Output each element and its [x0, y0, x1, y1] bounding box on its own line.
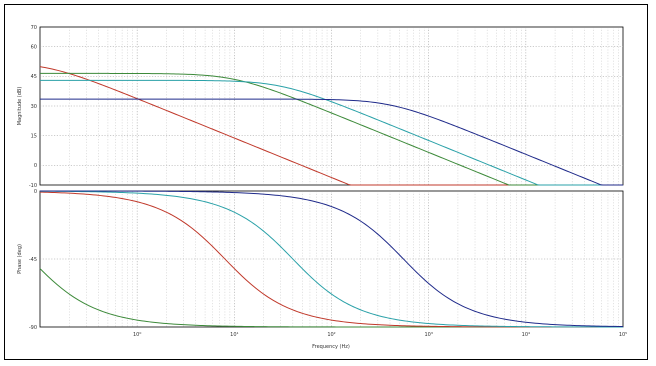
x-tick-label: 10¹: [230, 332, 238, 338]
y-tick-label: 15: [31, 133, 37, 139]
series-line: [40, 79, 623, 186]
y-tick-label: 0: [34, 163, 37, 169]
x-axis-label: Frequency (Hz): [312, 344, 350, 350]
magnitude-y-axis-label: Magnitude (dB): [17, 87, 23, 126]
x-tick-label: 10²: [327, 332, 335, 338]
y-tick-label: 45: [31, 74, 37, 80]
y-tick-label: 70: [31, 25, 37, 31]
x-tick-label: 10³: [424, 332, 432, 338]
y-tick-label: 0: [34, 189, 37, 195]
series-line: [40, 190, 624, 328]
x-tick-label: 10⁴: [522, 332, 530, 338]
phase-panel: -90 -45 0 10⁰ 10¹ 10² 10³ 10⁴ 10⁵ Phase (deg) F…: [17, 189, 627, 350]
y-tick-label: -90: [29, 325, 37, 331]
x-tick-label: 10⁰: [133, 332, 141, 338]
series-line: [39, 190, 624, 328]
phase-y-axis-label: Phase (deg): [17, 244, 23, 274]
series-line: [40, 98, 623, 186]
magnitude-y-ticks: -10 0 15 30 45 60 70: [29, 25, 37, 189]
phase-grid: [40, 191, 623, 327]
y-tick-label: -45: [29, 257, 37, 263]
magnitude-panel: -10 0 15 30 45 60 70 Magnitude (dB): [17, 25, 624, 189]
magnitude-grid: [40, 27, 623, 185]
phase-x-ticks: 10⁰ 10¹ 10² 10³ 10⁴ 10⁵: [133, 332, 627, 338]
x-tick-label: 10⁵: [619, 332, 627, 338]
phase-series: [39, 190, 624, 328]
phase-y-ticks: -90 -45 0: [29, 189, 37, 331]
y-tick-label: 30: [31, 104, 37, 110]
figure-frame: -10 0 15 30 45 60 70 Magnitude (dB) -90 -45 0 10…: [4, 4, 648, 360]
y-tick-label: 60: [31, 45, 37, 51]
y-tick-label: -10: [29, 183, 37, 189]
magnitude-series: [39, 66, 623, 186]
series-line: [40, 72, 623, 186]
